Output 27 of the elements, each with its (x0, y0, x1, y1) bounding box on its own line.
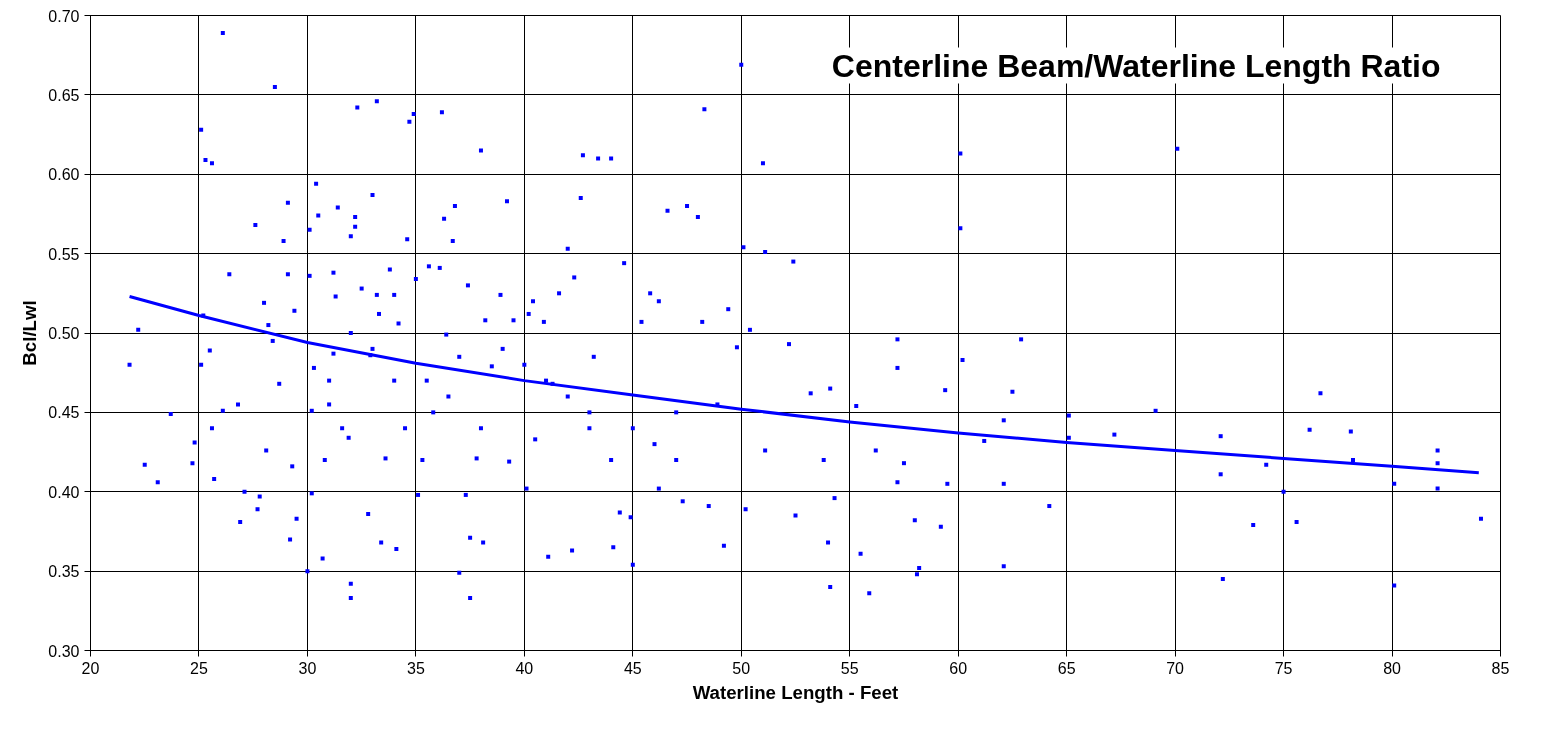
y-tick-label: 0.40 (48, 483, 80, 501)
x-tick-label: 45 (623, 659, 642, 677)
x-tick-label: 40 (515, 659, 534, 677)
line-series (128, 294, 1481, 475)
y-axis-title: Bcl/Lwl (19, 300, 41, 366)
x-tick-label: 30 (298, 659, 317, 677)
y-tick-label: 0.55 (48, 245, 80, 263)
y-tick-label: 0.45 (48, 404, 80, 422)
x-tick-label: 25 (190, 659, 208, 677)
x-axis-title: Waterline Length - Feet (692, 681, 899, 703)
x-tick-label: 75 (1274, 659, 1293, 677)
x-tick-label: 80 (1383, 659, 1402, 677)
x-tick-label: 20 (81, 659, 100, 677)
y-tick-label: 0.70 (48, 7, 80, 25)
x-tick-label: 65 (1057, 659, 1076, 677)
text: Centerline Beam/Waterline Length Ratio (831, 47, 1441, 84)
x-tick-label: 85 (1491, 659, 1510, 677)
y-tick-label: 0.60 (48, 166, 80, 184)
x-tick-label: 35 (406, 659, 425, 677)
x-tick-label: 50 (732, 659, 751, 677)
x-tick-label: 60 (949, 659, 968, 677)
y-tick-label: 0.30 (48, 642, 80, 660)
y-tick-label: 0.65 (48, 86, 80, 104)
x-tick-label: 55 (840, 659, 859, 677)
x-tick-label: 70 (1166, 659, 1185, 677)
y-tick-label: 0.50 (48, 325, 80, 342)
y-tick-label: 0.35 (48, 563, 80, 581)
